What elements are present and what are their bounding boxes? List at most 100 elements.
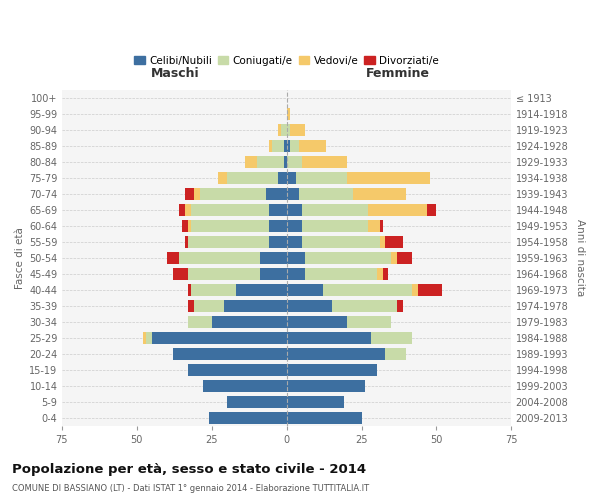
Bar <box>194 188 200 200</box>
Bar <box>287 412 362 424</box>
Bar <box>227 172 278 184</box>
Bar <box>368 220 380 232</box>
Bar <box>371 332 412 344</box>
Bar <box>332 300 397 312</box>
Bar <box>287 236 302 248</box>
Bar <box>287 140 290 152</box>
Bar <box>290 140 299 152</box>
Legend: Celibi/Nubili, Coniugati/e, Vedovi/e, Divorziati/e: Celibi/Nubili, Coniugati/e, Vedovi/e, Di… <box>130 52 443 70</box>
Bar <box>380 220 383 232</box>
Bar <box>257 156 284 168</box>
Bar <box>287 188 299 200</box>
Bar <box>185 204 191 216</box>
Bar <box>302 220 368 232</box>
Bar <box>385 236 403 248</box>
Bar <box>191 204 269 216</box>
Bar <box>287 380 365 392</box>
Text: Femmine: Femmine <box>365 67 430 80</box>
Y-axis label: Anni di nascita: Anni di nascita <box>575 220 585 296</box>
Bar <box>203 380 287 392</box>
Bar <box>287 172 296 184</box>
Bar <box>305 268 377 280</box>
Bar <box>173 268 188 280</box>
Bar <box>185 236 188 248</box>
Bar <box>287 284 323 296</box>
Bar <box>385 348 406 360</box>
Bar <box>287 268 305 280</box>
Bar <box>200 188 266 200</box>
Bar <box>287 108 290 120</box>
Bar <box>152 332 287 344</box>
Bar <box>167 252 179 264</box>
Bar <box>287 204 302 216</box>
Bar <box>260 252 287 264</box>
Bar <box>188 220 191 232</box>
Bar <box>287 396 344 408</box>
Bar <box>380 236 385 248</box>
Bar <box>194 300 224 312</box>
Bar <box>397 300 403 312</box>
Bar <box>188 300 194 312</box>
Bar <box>269 220 287 232</box>
Bar <box>299 140 326 152</box>
Bar <box>377 268 383 280</box>
Bar <box>427 204 436 216</box>
Bar <box>391 252 397 264</box>
Bar <box>245 156 257 168</box>
Bar <box>287 300 332 312</box>
Bar <box>418 284 442 296</box>
Bar <box>269 236 287 248</box>
Bar <box>269 204 287 216</box>
Bar <box>179 252 260 264</box>
Bar <box>269 140 272 152</box>
Bar <box>347 172 430 184</box>
Bar <box>383 268 388 280</box>
Bar <box>305 252 391 264</box>
Bar <box>209 412 287 424</box>
Bar <box>287 124 290 136</box>
Bar <box>188 316 212 328</box>
Bar <box>302 236 380 248</box>
Bar <box>287 364 377 376</box>
Bar <box>397 252 412 264</box>
Bar <box>287 156 302 168</box>
Bar <box>218 172 227 184</box>
Bar <box>188 236 269 248</box>
Bar <box>143 332 146 344</box>
Bar <box>296 172 347 184</box>
Text: COMUNE DI BASSIANO (LT) - Dati ISTAT 1° gennaio 2014 - Elaborazione TUTTITALIA.I: COMUNE DI BASSIANO (LT) - Dati ISTAT 1° … <box>12 484 369 493</box>
Bar <box>191 284 236 296</box>
Bar <box>412 284 418 296</box>
Bar <box>287 252 305 264</box>
Bar <box>287 348 385 360</box>
Bar <box>299 188 353 200</box>
Bar <box>188 364 287 376</box>
Bar <box>146 332 152 344</box>
Bar <box>191 220 269 232</box>
Bar <box>290 124 305 136</box>
Bar <box>224 300 287 312</box>
Bar <box>287 332 371 344</box>
Bar <box>212 316 287 328</box>
Bar <box>179 204 185 216</box>
Bar <box>185 188 194 200</box>
Bar <box>278 172 287 184</box>
Bar <box>260 268 287 280</box>
Bar <box>278 124 281 136</box>
Bar <box>266 188 287 200</box>
Bar <box>236 284 287 296</box>
Bar <box>284 156 287 168</box>
Bar <box>323 284 412 296</box>
Bar <box>302 156 347 168</box>
Bar <box>347 316 391 328</box>
Bar <box>227 396 287 408</box>
Bar <box>188 268 260 280</box>
Bar <box>302 204 368 216</box>
Bar <box>272 140 284 152</box>
Bar <box>353 188 406 200</box>
Bar <box>287 316 347 328</box>
Bar <box>284 140 287 152</box>
Bar <box>287 220 302 232</box>
Bar <box>182 220 188 232</box>
Bar <box>368 204 427 216</box>
